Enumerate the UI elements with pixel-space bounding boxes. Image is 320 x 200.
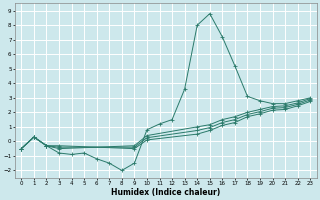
X-axis label: Humidex (Indice chaleur): Humidex (Indice chaleur) xyxy=(111,188,220,197)
